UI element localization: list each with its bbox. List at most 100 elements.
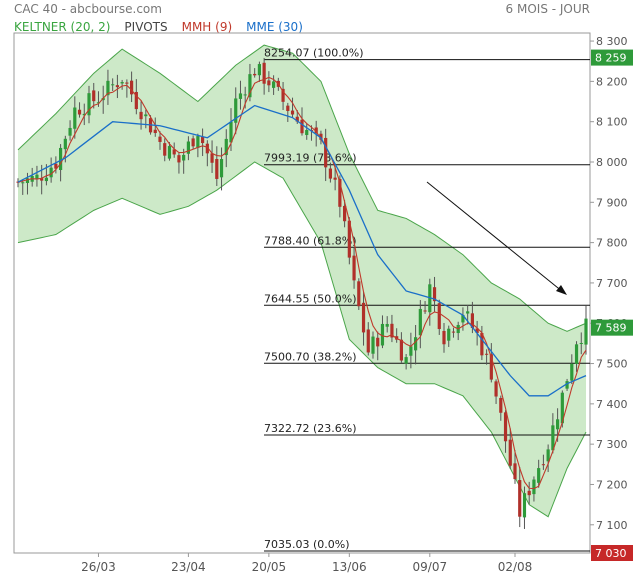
y-tick-label: 7 800 xyxy=(596,237,628,250)
candle-body xyxy=(286,105,290,111)
candle-body xyxy=(106,80,110,96)
candle-body xyxy=(565,381,569,389)
candle-body xyxy=(333,177,337,180)
legend-item-2: MMH (9) xyxy=(181,20,233,34)
candle-body xyxy=(167,146,172,159)
candle-body xyxy=(243,94,247,96)
candle-body xyxy=(49,167,53,178)
candle-body xyxy=(229,121,233,143)
candle-body xyxy=(579,342,583,344)
keltner-upper xyxy=(17,44,587,332)
candle-body xyxy=(366,329,370,353)
candle-body xyxy=(328,168,332,179)
trend-arrow-head xyxy=(556,285,567,295)
candle-body xyxy=(357,281,361,307)
price-badge xyxy=(591,319,633,336)
candle-body xyxy=(324,137,328,168)
candle-body xyxy=(361,302,366,333)
candle-body xyxy=(546,449,550,462)
candle-body xyxy=(508,439,512,466)
candle-body xyxy=(186,141,190,154)
candle-body xyxy=(248,74,252,98)
price-badge xyxy=(591,545,633,561)
candle-body xyxy=(21,182,25,184)
candle-body xyxy=(54,163,58,169)
candle-body xyxy=(196,136,200,148)
candle-body xyxy=(570,363,574,381)
candle-body xyxy=(77,109,82,115)
candle-body xyxy=(191,138,195,147)
candle-body xyxy=(139,111,143,120)
x-tick-label: 02/08 xyxy=(498,560,533,574)
candle-body xyxy=(234,98,238,123)
candle-body xyxy=(503,412,508,442)
candle-body xyxy=(489,354,493,380)
candle-body xyxy=(470,313,474,328)
candle-body xyxy=(537,468,541,483)
candle-body xyxy=(376,337,380,347)
x-tick-label: 09/07 xyxy=(413,560,448,574)
y-tick-label: 7 300 xyxy=(596,438,628,451)
candle-body xyxy=(556,419,560,430)
indicator-legend: KELTNER (20, 2) PIVOTS MMH (9) MME (30) xyxy=(14,20,317,34)
candle-body xyxy=(120,82,124,84)
x-tick-label: 26/03 xyxy=(81,560,116,574)
candle-body xyxy=(44,177,48,182)
candle-body xyxy=(560,392,564,424)
candle-body xyxy=(352,255,356,281)
candle-body xyxy=(63,138,67,150)
candle-body xyxy=(101,98,105,101)
candle-body xyxy=(485,353,489,355)
y-tick-label: 7 900 xyxy=(596,196,628,209)
candle-body xyxy=(144,114,148,117)
x-tick-label: 20/05 xyxy=(252,560,287,574)
x-tick-label: 13/06 xyxy=(332,560,367,574)
candle-body xyxy=(59,147,63,171)
candle-body xyxy=(343,205,347,222)
candle-body xyxy=(380,323,385,346)
candle-body xyxy=(115,85,119,88)
pivot-label: 7322.72 (23.6%) xyxy=(264,422,357,435)
candle-body xyxy=(584,318,588,345)
candle-body xyxy=(96,102,101,104)
candle-body xyxy=(219,159,224,178)
candle-body xyxy=(201,137,205,144)
price-badge-label: 7 589 xyxy=(595,322,627,335)
candle-body xyxy=(319,133,323,140)
candle-body xyxy=(461,314,465,323)
pivot-label: 7500.70 (38.2%) xyxy=(264,350,357,363)
candle-body xyxy=(224,138,228,156)
candle-body xyxy=(513,463,517,480)
legend-item-0: KELTNER (20, 2) xyxy=(14,20,111,34)
candle-body xyxy=(451,331,456,333)
candle-body xyxy=(447,328,451,341)
candle-body xyxy=(432,287,437,302)
candle-body xyxy=(442,330,446,345)
candle-body xyxy=(87,93,91,116)
candle-body xyxy=(347,220,351,258)
candle-body xyxy=(423,310,427,312)
candle-body xyxy=(551,425,555,451)
price-badge xyxy=(591,49,633,66)
candle-body xyxy=(177,155,181,163)
candle-body xyxy=(414,337,418,351)
candle-body xyxy=(466,311,470,314)
candle-body xyxy=(527,490,531,496)
candle-body xyxy=(163,143,167,156)
y-tick-label: 7 700 xyxy=(596,277,628,290)
legend-item-1: PIVOTS xyxy=(124,20,168,34)
candle-body xyxy=(290,110,295,115)
candle-body xyxy=(205,143,209,154)
legend-item-3: MME (30) xyxy=(246,20,303,34)
candle-body xyxy=(40,178,44,181)
y-tick-label: 7 500 xyxy=(596,358,628,371)
candle-body xyxy=(300,119,304,134)
trend-arrow-line xyxy=(426,181,564,293)
keltner-band xyxy=(18,45,586,517)
y-tick-label: 7 400 xyxy=(596,398,628,411)
candle-body xyxy=(134,91,138,110)
candle-body xyxy=(272,81,276,88)
candle-body xyxy=(253,73,257,76)
y-tick-label: 8 300 xyxy=(596,35,628,48)
y-tick-label: 8 000 xyxy=(596,156,628,169)
